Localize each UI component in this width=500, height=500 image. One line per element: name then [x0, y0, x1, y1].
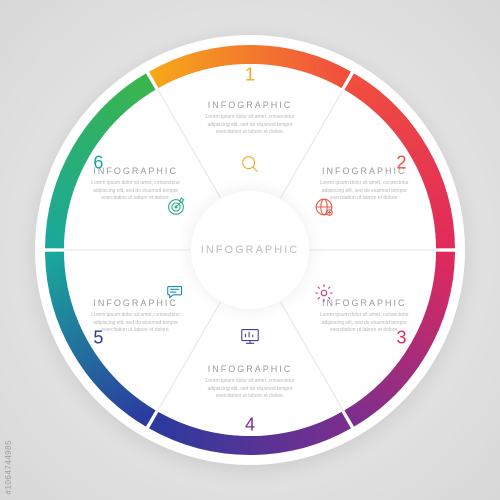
globe-icon — [313, 196, 335, 218]
gear-icon — [313, 282, 335, 304]
segment-number-5: 5 — [93, 327, 103, 348]
chart-icon — [239, 325, 261, 347]
segment-number-2: 2 — [397, 152, 407, 173]
center-label: INFOGRAPHIC — [201, 244, 299, 256]
chat-icon — [165, 282, 187, 304]
segment-text-1: INFOGRAPHIC Lorem ipsum dolor sit amet, c… — [200, 100, 300, 137]
divider — [311, 250, 437, 251]
segment-text-4: INFOGRAPHIC Lorem ipsum dolor sit amet, c… — [200, 364, 300, 401]
center-disc: INFOGRAPHIC — [191, 191, 309, 309]
segment-number-6: 6 — [93, 152, 103, 173]
segment-title: INFOGRAPHIC — [200, 364, 300, 374]
segment-number-4: 4 — [245, 415, 255, 436]
segment-title: INFOGRAPHIC — [200, 100, 300, 110]
segment-number-3: 3 — [397, 327, 407, 348]
segment-number-1: 1 — [245, 65, 255, 86]
divider — [65, 250, 191, 251]
target-icon — [165, 196, 187, 218]
search-icon — [239, 153, 261, 175]
segment-body: Lorem ipsum dolor sit amet, consectetur … — [200, 378, 300, 401]
segment-body: Lorem ipsum dolor sit amet, consectetur … — [200, 114, 300, 137]
watermark: #1064744985 — [4, 440, 13, 494]
